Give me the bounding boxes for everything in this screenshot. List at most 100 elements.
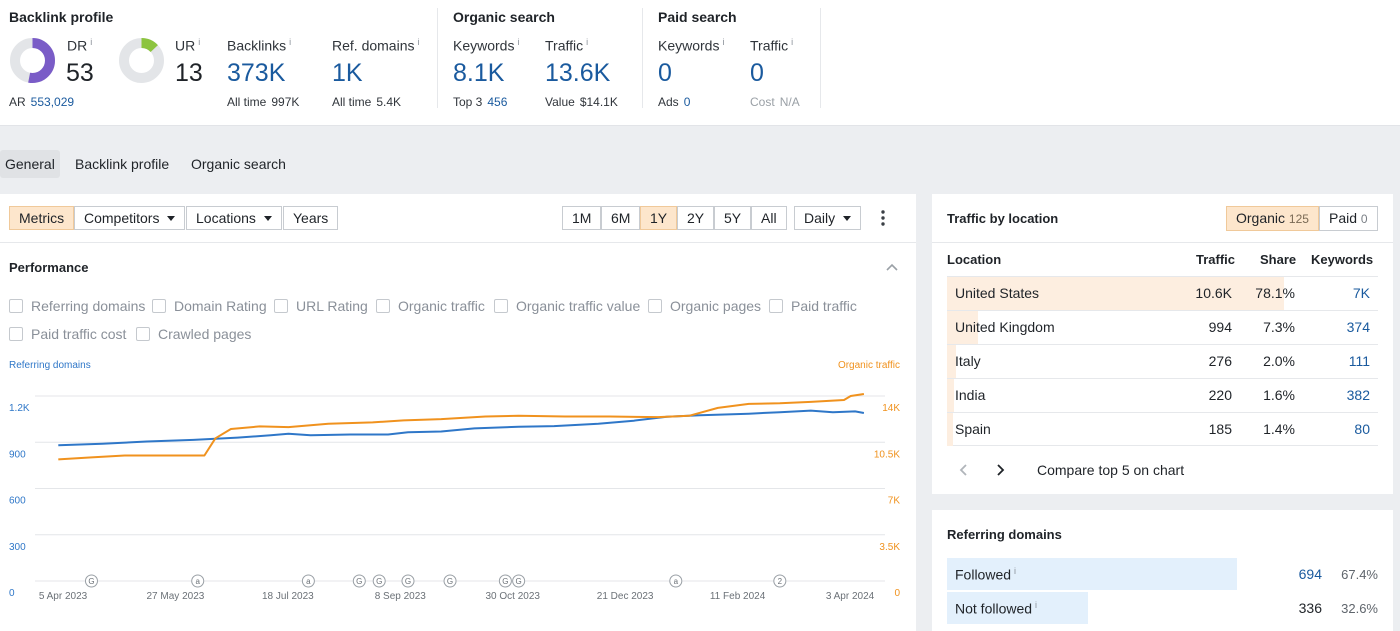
range-1y-button[interactable]: 1Y <box>640 206 678 230</box>
range-2y-button[interactable]: 2Y <box>677 206 715 230</box>
location-header[interactable]: Location <box>947 252 1002 267</box>
location-traffic: 276 <box>1208 353 1232 369</box>
chevron-right-icon[interactable] <box>994 463 1006 477</box>
checkbox-icon <box>769 299 783 313</box>
annotation-marker[interactable]: a <box>191 574 205 588</box>
table-row[interactable]: India 220 1.6% 382 <box>947 378 1378 412</box>
checkbox-organic-traffic[interactable]: Organic traffic <box>376 298 485 314</box>
performance-chart[interactable]: Referring domains Organic traffic 0 0 300 3.5… <box>0 352 916 612</box>
tab-backlink-profile[interactable]: Backlink profile <box>75 156 170 172</box>
paid-traffic-value[interactable]: 0 <box>750 59 764 87</box>
organic-traffic-value[interactable]: 13.6K <box>545 59 611 87</box>
organic-keywords-label[interactable]: Keywords i <box>453 37 520 54</box>
x-tick-label: 5 Apr 2023 <box>39 591 88 602</box>
organic-keywords-value[interactable]: 8.1K <box>453 59 505 87</box>
range-6m-button[interactable]: 6M <box>601 206 641 230</box>
annotation-marker[interactable]: 2 <box>773 574 787 588</box>
compare-top5-link[interactable]: Compare top 5 on chart <box>1037 462 1185 478</box>
followed-count-link[interactable]: 694 <box>1298 566 1322 582</box>
checkbox-organic-traffic-value[interactable]: Organic traffic value <box>494 298 640 314</box>
interval-dropdown[interactable]: Daily <box>794 206 862 230</box>
location-keywords-link[interactable]: 111 <box>1348 353 1370 369</box>
backlinks-value[interactable]: 373K <box>227 59 286 87</box>
left-tick-label: 900 <box>9 449 26 460</box>
dr-label[interactable]: DR i <box>67 37 93 54</box>
ref-domains-value[interactable]: 1K <box>332 59 363 87</box>
location-share: 1.6% <box>1263 387 1295 403</box>
ur-label[interactable]: UR i <box>175 37 201 54</box>
annotation-glyph: G <box>502 577 508 586</box>
annotation-glyph: G <box>376 577 382 586</box>
location-name: United Kingdom <box>955 319 1055 335</box>
checkbox-referring-domains[interactable]: Referring domains <box>9 298 145 314</box>
annotation-marker[interactable]: G <box>512 574 526 588</box>
more-options-icon[interactable] <box>877 209 889 227</box>
chevron-left-icon[interactable] <box>958 463 970 477</box>
paid-ads: Ads 0 <box>658 95 691 109</box>
range-5y-button[interactable]: 5Y <box>714 206 752 230</box>
location-keywords-link[interactable]: 7K <box>1352 285 1370 301</box>
paid-traffic-label[interactable]: Traffic i <box>750 37 794 54</box>
divider <box>437 8 438 108</box>
range-all-button[interactable]: All <box>751 206 787 230</box>
backlinks-label[interactable]: Backlinks i <box>227 37 292 54</box>
annotation-marker[interactable]: a <box>669 574 683 588</box>
paid-toggle-button[interactable]: Paid 0 <box>1319 206 1378 231</box>
annotation-marker[interactable]: a <box>301 574 315 588</box>
location-keywords-link[interactable]: 382 <box>1346 387 1370 403</box>
share-bar <box>947 558 1238 590</box>
annotation-marker[interactable]: G <box>401 574 415 588</box>
dr-donut-icon[interactable] <box>9 37 56 84</box>
ur-donut-icon[interactable] <box>118 37 165 84</box>
checkbox-icon <box>494 299 508 313</box>
organic-traffic-label[interactable]: Traffic i <box>545 37 589 54</box>
metrics-button[interactable]: Metrics <box>9 206 75 230</box>
table-row[interactable]: Italy 276 2.0% 111 <box>947 344 1378 378</box>
paid-keywords-value[interactable]: 0 <box>658 59 672 87</box>
location-keywords-link[interactable]: 374 <box>1346 319 1370 335</box>
traffic-header[interactable]: Traffic <box>1196 252 1236 267</box>
checkbox-crawled-pages[interactable]: Crawled pages <box>136 326 251 342</box>
checkbox-organic-pages[interactable]: Organic pages <box>648 298 761 314</box>
annotation-marker[interactable]: G <box>498 574 512 588</box>
traffic-by-location-title: Traffic by location <box>947 211 1059 226</box>
location-share: 1.4% <box>1263 421 1295 437</box>
locations-dropdown[interactable]: Locations <box>186 206 282 230</box>
x-tick-label: 3 Apr 2024 <box>826 591 875 602</box>
annotation-glyph: a <box>195 577 200 586</box>
ar-value-link[interactable]: 553,029 <box>30 95 75 109</box>
list-item[interactable]: Followed i 694 67.4% <box>947 558 1378 592</box>
x-tick-label: 18 Jul 2023 <box>262 591 314 602</box>
checkbox-domain-rating[interactable]: Domain Rating <box>152 298 267 314</box>
location-keywords-link[interactable]: 80 <box>1354 421 1370 437</box>
metrics-header: Backlink profile DR i 53 UR i 13 AR 553,029… <box>0 0 1400 126</box>
checkbox-paid-traffic[interactable]: Paid traffic <box>769 298 857 314</box>
competitors-dropdown[interactable]: Competitors <box>74 206 186 230</box>
organic-toggle-button[interactable]: Organic 125 <box>1226 206 1319 231</box>
share-header[interactable]: Share <box>1260 252 1297 267</box>
paid-cost: Cost N/A <box>750 95 800 109</box>
ref-domains-label[interactable]: Ref. domains i <box>332 37 420 54</box>
share-bar <box>947 311 979 344</box>
paid-keywords-label[interactable]: Keywords i <box>658 37 725 54</box>
checkbox-url-rating[interactable]: URL Rating <box>274 298 368 314</box>
annotation-marker[interactable]: G <box>372 574 386 588</box>
keywords-header[interactable]: Keywords <box>1311 252 1374 267</box>
annotation-marker[interactable]: G <box>443 574 457 588</box>
range-1m-button[interactable]: 1M <box>562 206 602 230</box>
collapse-chevron-up-icon[interactable] <box>885 262 899 272</box>
dr-value: 53 <box>66 59 94 87</box>
years-button[interactable]: Years <box>283 206 339 230</box>
table-row[interactable]: United Kingdom 994 7.3% 374 <box>947 310 1378 344</box>
tab-general[interactable]: General <box>0 150 60 178</box>
table-row[interactable]: Spain 185 1.4% 80 <box>947 412 1378 446</box>
ads-link[interactable]: 0 <box>683 95 691 109</box>
location-name: United States <box>955 285 1040 301</box>
table-row[interactable]: United States 10.6K 78.1% 7K <box>947 276 1378 310</box>
annotation-marker[interactable]: G <box>84 574 98 588</box>
list-item[interactable]: Not followed i 336 32.6% <box>947 592 1378 626</box>
tab-organic-search[interactable]: Organic search <box>191 156 286 172</box>
top3-link[interactable]: 456 <box>487 95 508 109</box>
annotation-marker[interactable]: G <box>352 574 366 588</box>
checkbox-paid-traffic-cost[interactable]: Paid traffic cost <box>9 326 126 342</box>
